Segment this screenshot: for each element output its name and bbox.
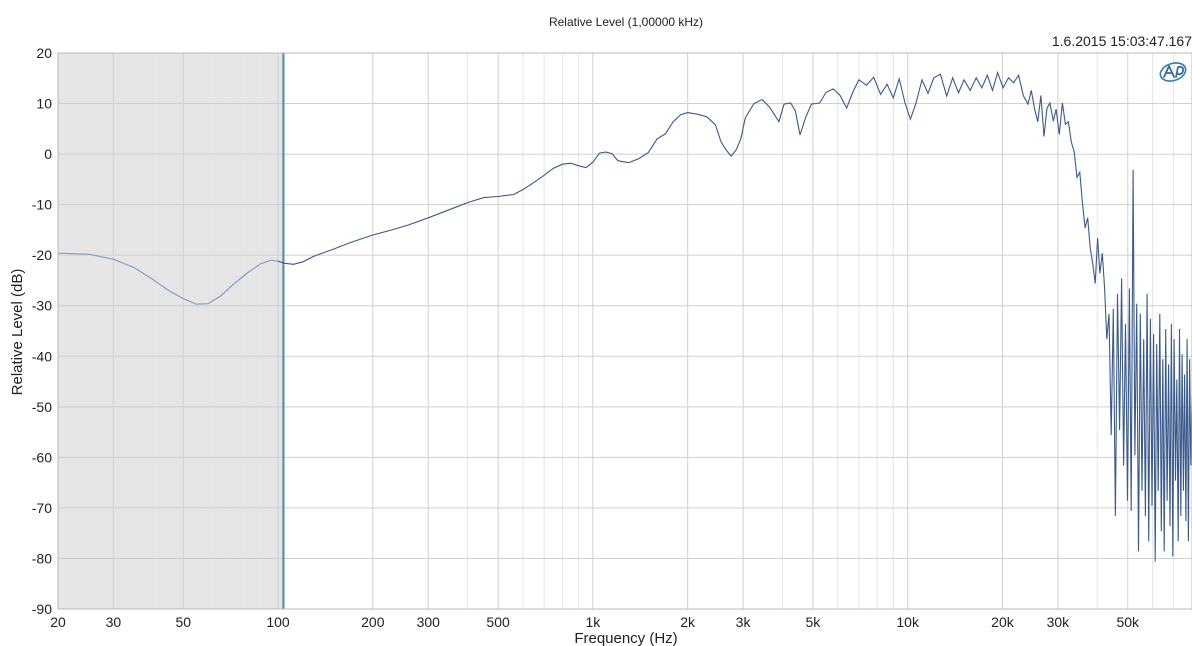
x-tick-label: 50 [175, 614, 191, 630]
y-tick-label: -90 [32, 601, 52, 617]
plot-frame [57, 52, 1192, 610]
x-tick-label: 5k [806, 614, 822, 630]
ap-logo-icon [1159, 62, 1187, 82]
x-axis-title: Frequency (Hz) [574, 630, 677, 646]
y-tick-label: -50 [32, 399, 52, 415]
x-tick-label: 2k [680, 614, 696, 630]
x-tick-label: 10k [896, 614, 920, 630]
x-tick-label: 30k [1047, 614, 1071, 630]
y-tick-label: -70 [32, 500, 52, 516]
y-tick-label: -60 [32, 449, 52, 465]
y-tick-label: -20 [32, 247, 52, 263]
y-axis-title: Relative Level (dB) [9, 269, 26, 396]
y-tick-label: 10 [36, 96, 52, 112]
x-tick-label: 50k [1116, 614, 1140, 630]
y-tick-label: -80 [32, 550, 52, 566]
chart-title: Relative Level (1,00000 kHz) [549, 15, 703, 29]
y-tick-label: 0 [44, 146, 52, 162]
x-tick-labels: 20 30 50 100 200 300 500 1k 2k 3k 5k 10k 20k 30k 50k [50, 614, 1140, 630]
minor-gridlines [152, 53, 1175, 609]
x-tick-label: 200 [361, 614, 385, 630]
timestamp-label: 1.6.2015 15:03:47.167 [1052, 33, 1192, 49]
x-tick-label: 1k [585, 614, 601, 630]
x-tick-label: 300 [417, 614, 441, 630]
x-tick-label: 100 [266, 614, 290, 630]
y-tick-label: -40 [32, 348, 52, 364]
y-tick-labels: 20 10 0 -10 -20 -30 -40 -50 -60 -70 -80 -90 [32, 45, 52, 617]
y-tick-label: -30 [32, 298, 52, 314]
x-tick-label: 500 [486, 614, 510, 630]
y-tick-label: -10 [32, 197, 52, 213]
response-trace-shaded [57, 252, 279, 305]
shaded-band [58, 53, 284, 609]
x-tick-label: 20 [50, 614, 66, 630]
x-tick-label: 3k [736, 614, 752, 630]
x-tick-label: 30 [106, 614, 122, 630]
x-tick-label: 20k [991, 614, 1015, 630]
response-trace [277, 70, 1192, 562]
y-tick-label: 20 [36, 45, 52, 61]
